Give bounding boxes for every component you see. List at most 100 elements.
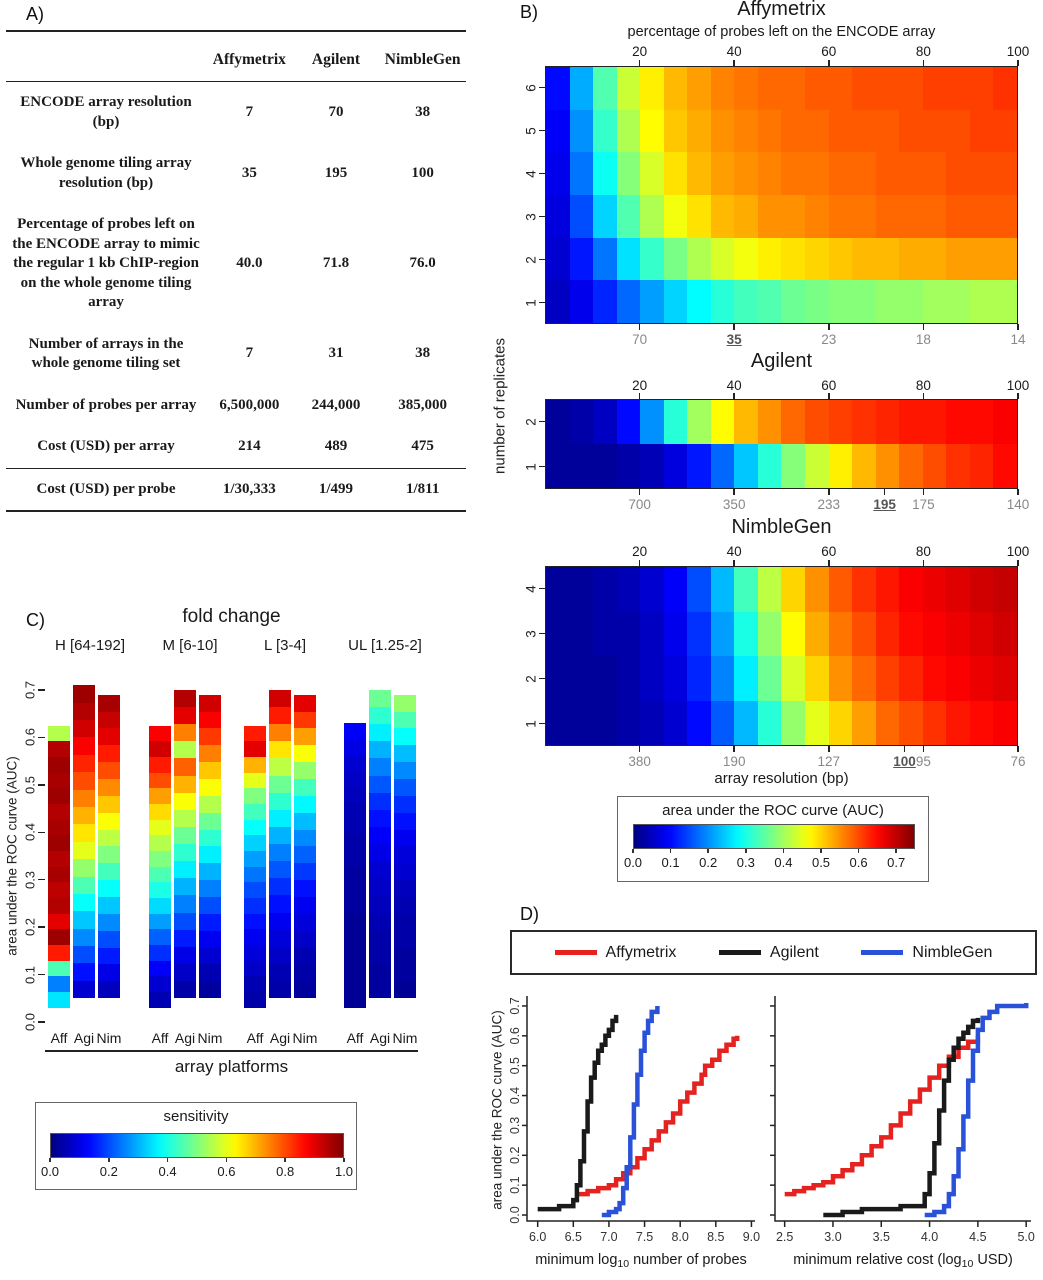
value-cell: 70 [328, 103, 344, 120]
heat-cell [344, 849, 366, 866]
heat-column [244, 725, 266, 1008]
heatmap-cell [969, 611, 994, 656]
heatmap-cell [640, 237, 664, 281]
heatmap-cell [781, 67, 806, 110]
heat-cell [149, 819, 171, 836]
heat-cell [294, 829, 316, 847]
platform-label: Nim [292, 1030, 318, 1046]
heatmap-cell [852, 195, 876, 238]
heat-cell [48, 788, 70, 804]
c-y-tick-mark [38, 878, 45, 881]
heatmap-cell [710, 280, 735, 323]
heatmap-cell [875, 567, 900, 612]
heatmap-cell [852, 656, 876, 701]
row-tick-mark [539, 172, 545, 175]
heatmap-cell [922, 109, 947, 153]
heatmap-cell [828, 109, 853, 153]
heat-cell [149, 929, 171, 945]
heatmap-cell [875, 67, 900, 110]
bottom-tick-label: 70 [632, 332, 648, 347]
heatmap-cell [687, 400, 711, 444]
heatmap-cell [757, 109, 782, 153]
heatmap-cell [734, 567, 758, 612]
value-cell: 244,000 [311, 396, 361, 413]
bottom-tick-label: 100 [893, 754, 916, 769]
heatmap-cell [875, 611, 900, 656]
auc-cbar-tick-mark [857, 849, 860, 853]
y-tick-label: 0.2 [508, 1147, 522, 1164]
heatmap-cell [546, 700, 570, 745]
bottom-tick-mark [903, 746, 906, 752]
heatmap-cell [899, 195, 923, 238]
heat-cell [369, 946, 391, 964]
value-cell: 6,500,000 [219, 396, 280, 413]
heat-cell [149, 882, 171, 898]
row-tick-mark [539, 215, 545, 218]
heatmap-cell [828, 67, 853, 110]
heatmap-cell [687, 109, 711, 153]
heatmap-cell [616, 280, 641, 323]
row-header: ENCODE array resolution (bp) [20, 94, 192, 130]
sens-cbar-tick-mark [225, 1158, 228, 1162]
heat-cell [98, 795, 120, 813]
heat-cell [369, 861, 391, 879]
heatmap-cell [805, 400, 829, 444]
heat-cell [344, 786, 366, 803]
heat-cell [98, 829, 120, 847]
heatmap-cell [663, 109, 688, 153]
heatmap-cell [546, 280, 570, 323]
row-header: Cost (USD) per array [37, 438, 175, 455]
heatmap-cell [757, 400, 782, 444]
value-cell: 35 [241, 164, 257, 181]
heatmap-cell [781, 400, 806, 444]
table-row: Cost (USD) per array 214 489 475 [6, 426, 466, 468]
heat-cell [174, 689, 196, 708]
value-cell: 7 [245, 103, 254, 120]
legend-item-affymetrix: Affymetrix [554, 944, 676, 962]
heat-cell [394, 728, 416, 746]
heat-cell [269, 895, 291, 913]
top-axis-label: percentage of probes left on the ENCODE … [627, 24, 936, 40]
heatmap-cell [593, 109, 617, 153]
c-title: fold change [182, 606, 281, 627]
top-tick-label: 20 [632, 378, 648, 393]
heat-cell [394, 981, 416, 999]
sensitivity-legend: sensitivity 0.0 0.2 0.4 0.6 0.8 1.0 [35, 1102, 357, 1190]
x-tick-label: 3.0 [824, 1230, 841, 1244]
heatmap-cell [899, 237, 923, 281]
heatmap-cell [781, 237, 806, 281]
heat-cell [73, 720, 95, 738]
heat-cell [98, 846, 120, 864]
value-cell: 71.8 [322, 255, 350, 272]
heat-cell [269, 878, 291, 896]
heatmap-cell [569, 444, 594, 488]
platform-label: Aff [246, 1030, 264, 1046]
auc-cbar-tick-label: 0.3 [736, 855, 755, 870]
heatmap-title: NimbleGen [731, 516, 832, 538]
y-tick-label: 0.7 [508, 997, 522, 1014]
x-tick-label: 6.5 [565, 1230, 582, 1244]
heatmap-cell [828, 656, 853, 701]
row-tick-label: 1 [523, 719, 539, 728]
heat-cell [369, 741, 391, 759]
auc-colorbar-gradient [633, 824, 915, 849]
heat-cell [244, 835, 266, 851]
row-tick-mark [539, 465, 545, 468]
bottom-tick-mark [828, 489, 830, 495]
heat-cell [199, 711, 221, 729]
heatmap-cell [922, 67, 947, 110]
heatmap-cell [593, 567, 617, 612]
heat-cell [269, 981, 291, 999]
heat-cell [73, 928, 95, 947]
heat-cell [394, 711, 416, 729]
heat-column [48, 725, 70, 1008]
x-tick-label: 2.5 [776, 1230, 793, 1244]
heatmap-cell [757, 611, 782, 656]
top-tick-label: 20 [632, 544, 648, 559]
heat-cell [369, 775, 391, 793]
c-y-tick-mark [38, 973, 45, 976]
bottom-tick-label: 175 [912, 497, 935, 512]
heat-cell [269, 826, 291, 845]
series-line-nimblegen [924, 1003, 1029, 1218]
heatmap-cell [781, 280, 806, 323]
